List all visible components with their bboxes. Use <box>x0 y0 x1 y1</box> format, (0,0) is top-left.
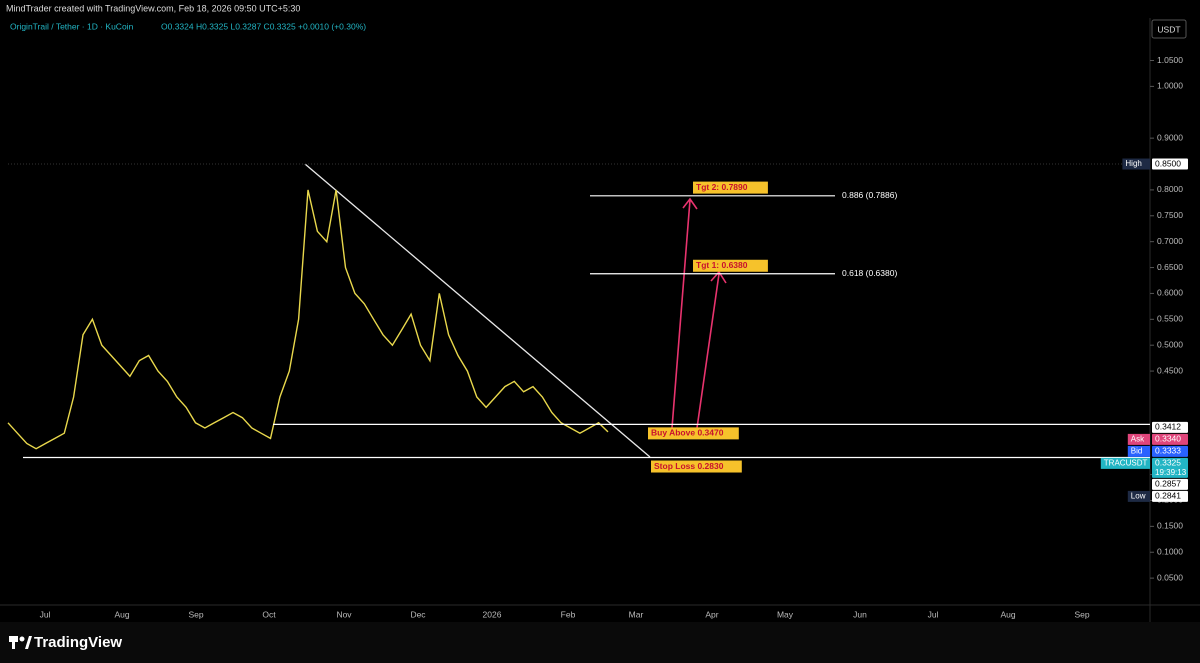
price-badge-label: 0.2857 <box>1155 479 1181 489</box>
y-tick-label: 0.5500 <box>1157 314 1183 324</box>
badge-tag-label: High <box>1125 159 1141 168</box>
badge-tag <box>1127 445 1150 457</box>
x-tick-label: Sep <box>1074 609 1089 619</box>
y-tick-label: 0.6000 <box>1157 288 1183 298</box>
arrow <box>671 197 698 429</box>
badge-tag <box>1127 433 1150 445</box>
annotation-label: Buy Above 0.3470 <box>651 428 724 438</box>
y-tick-label: 0.7000 <box>1157 236 1183 246</box>
price-badge-label: 0.3340 <box>1155 434 1181 444</box>
price-badge-label: 0.3325 <box>1155 458 1181 468</box>
unit: USDT <box>1157 24 1180 34</box>
y-tick-label: 0.8000 <box>1157 184 1183 194</box>
ohlc-legend: O0.3324 H0.3325 L0.3287 C0.3325 +0.0010 … <box>161 21 366 31</box>
y-tick-label: 0.1500 <box>1157 521 1183 531</box>
annotation-label: Tgt 1: 0.6380 <box>696 260 748 270</box>
credit: MindTrader created with TradingView.com,… <box>6 3 300 13</box>
x-tick-label: Aug <box>114 609 129 619</box>
symbol-title: OriginTrail / Tether · 1D · KuCoin <box>10 21 134 31</box>
x-tick-label: Apr <box>705 609 718 619</box>
arrow <box>696 270 727 429</box>
x-tick-label: Oct <box>262 609 276 619</box>
badge-tag <box>1127 490 1150 502</box>
annotation-label: Tgt 2: 0.7890 <box>696 182 748 192</box>
price-badge <box>1152 490 1188 502</box>
target-arrows <box>671 197 727 429</box>
y-tick-label: 0.5000 <box>1157 339 1183 349</box>
price-badge-label: 0.2841 <box>1155 491 1181 501</box>
badge-tag-label: TRACUSDT <box>1104 459 1148 468</box>
price-line <box>7 189 609 450</box>
y-tick-label: 1.0000 <box>1157 81 1183 91</box>
y-tick-label: 0.1000 <box>1157 546 1183 556</box>
badge-tag-label: Low <box>1131 492 1146 501</box>
x-tick-label: Mar <box>629 609 644 619</box>
unit-box <box>1151 19 1187 39</box>
price-badge <box>1152 457 1188 478</box>
y-tick-label: 1.0500 <box>1157 55 1183 65</box>
x-tick-label: Jun <box>853 609 867 619</box>
badge-tag <box>1122 158 1150 170</box>
x-tick-label: Nov <box>336 609 352 619</box>
badge-tag-label: Bid <box>1131 447 1143 456</box>
logo-mark <box>25 636 32 649</box>
x-tick-label: Feb <box>561 609 576 619</box>
price-badge <box>1152 158 1188 170</box>
logo-mark <box>12 642 15 649</box>
x-tick-label: 2026 <box>483 609 502 619</box>
price-badge <box>1152 445 1188 457</box>
x-tick-label: Jul <box>40 609 51 619</box>
logo-mark <box>9 636 18 642</box>
x-tick-label: Jul <box>928 609 939 619</box>
y-tick-label: 0.7500 <box>1157 210 1183 220</box>
x-tick-label: May <box>777 609 794 619</box>
badge-tag <box>1100 457 1150 469</box>
trendline <box>304 163 651 458</box>
annotation-label: Stop Loss 0.2830 <box>654 461 724 471</box>
price-badge <box>1152 433 1188 445</box>
annotation-box <box>693 181 768 194</box>
fib-label: 0.886 (0.7886) <box>842 190 897 200</box>
price-badge-label: 0.8500 <box>1155 158 1181 168</box>
logo <box>9 636 32 649</box>
fib-label: 0.618 (0.6380) <box>842 268 897 278</box>
y-tick-label: 0.4500 <box>1157 365 1183 375</box>
x-tick-label: Aug <box>1000 609 1015 619</box>
annotation-box <box>693 259 768 272</box>
footer-bar <box>0 622 1200 663</box>
x-tick-label: Dec <box>410 609 426 619</box>
logo-mark <box>19 636 25 642</box>
badge-tag-label: Ask <box>1131 435 1145 444</box>
y-tick-label: 0.0500 <box>1157 572 1183 582</box>
y-tick-label: 0.6500 <box>1157 262 1183 272</box>
y-tick-label: 0.9000 <box>1157 132 1183 142</box>
price-badge <box>1152 478 1188 490</box>
x-tick-label: Sep <box>188 609 203 619</box>
price-badge-label: 0.3333 <box>1155 446 1181 456</box>
price-badge <box>1152 421 1188 433</box>
price-badge-label: 0.3412 <box>1155 422 1181 432</box>
annotation-box <box>648 427 739 440</box>
price-badge-time: 19:39:13 <box>1155 468 1187 477</box>
brand: TradingView <box>34 634 122 651</box>
annotation-box <box>651 460 742 473</box>
